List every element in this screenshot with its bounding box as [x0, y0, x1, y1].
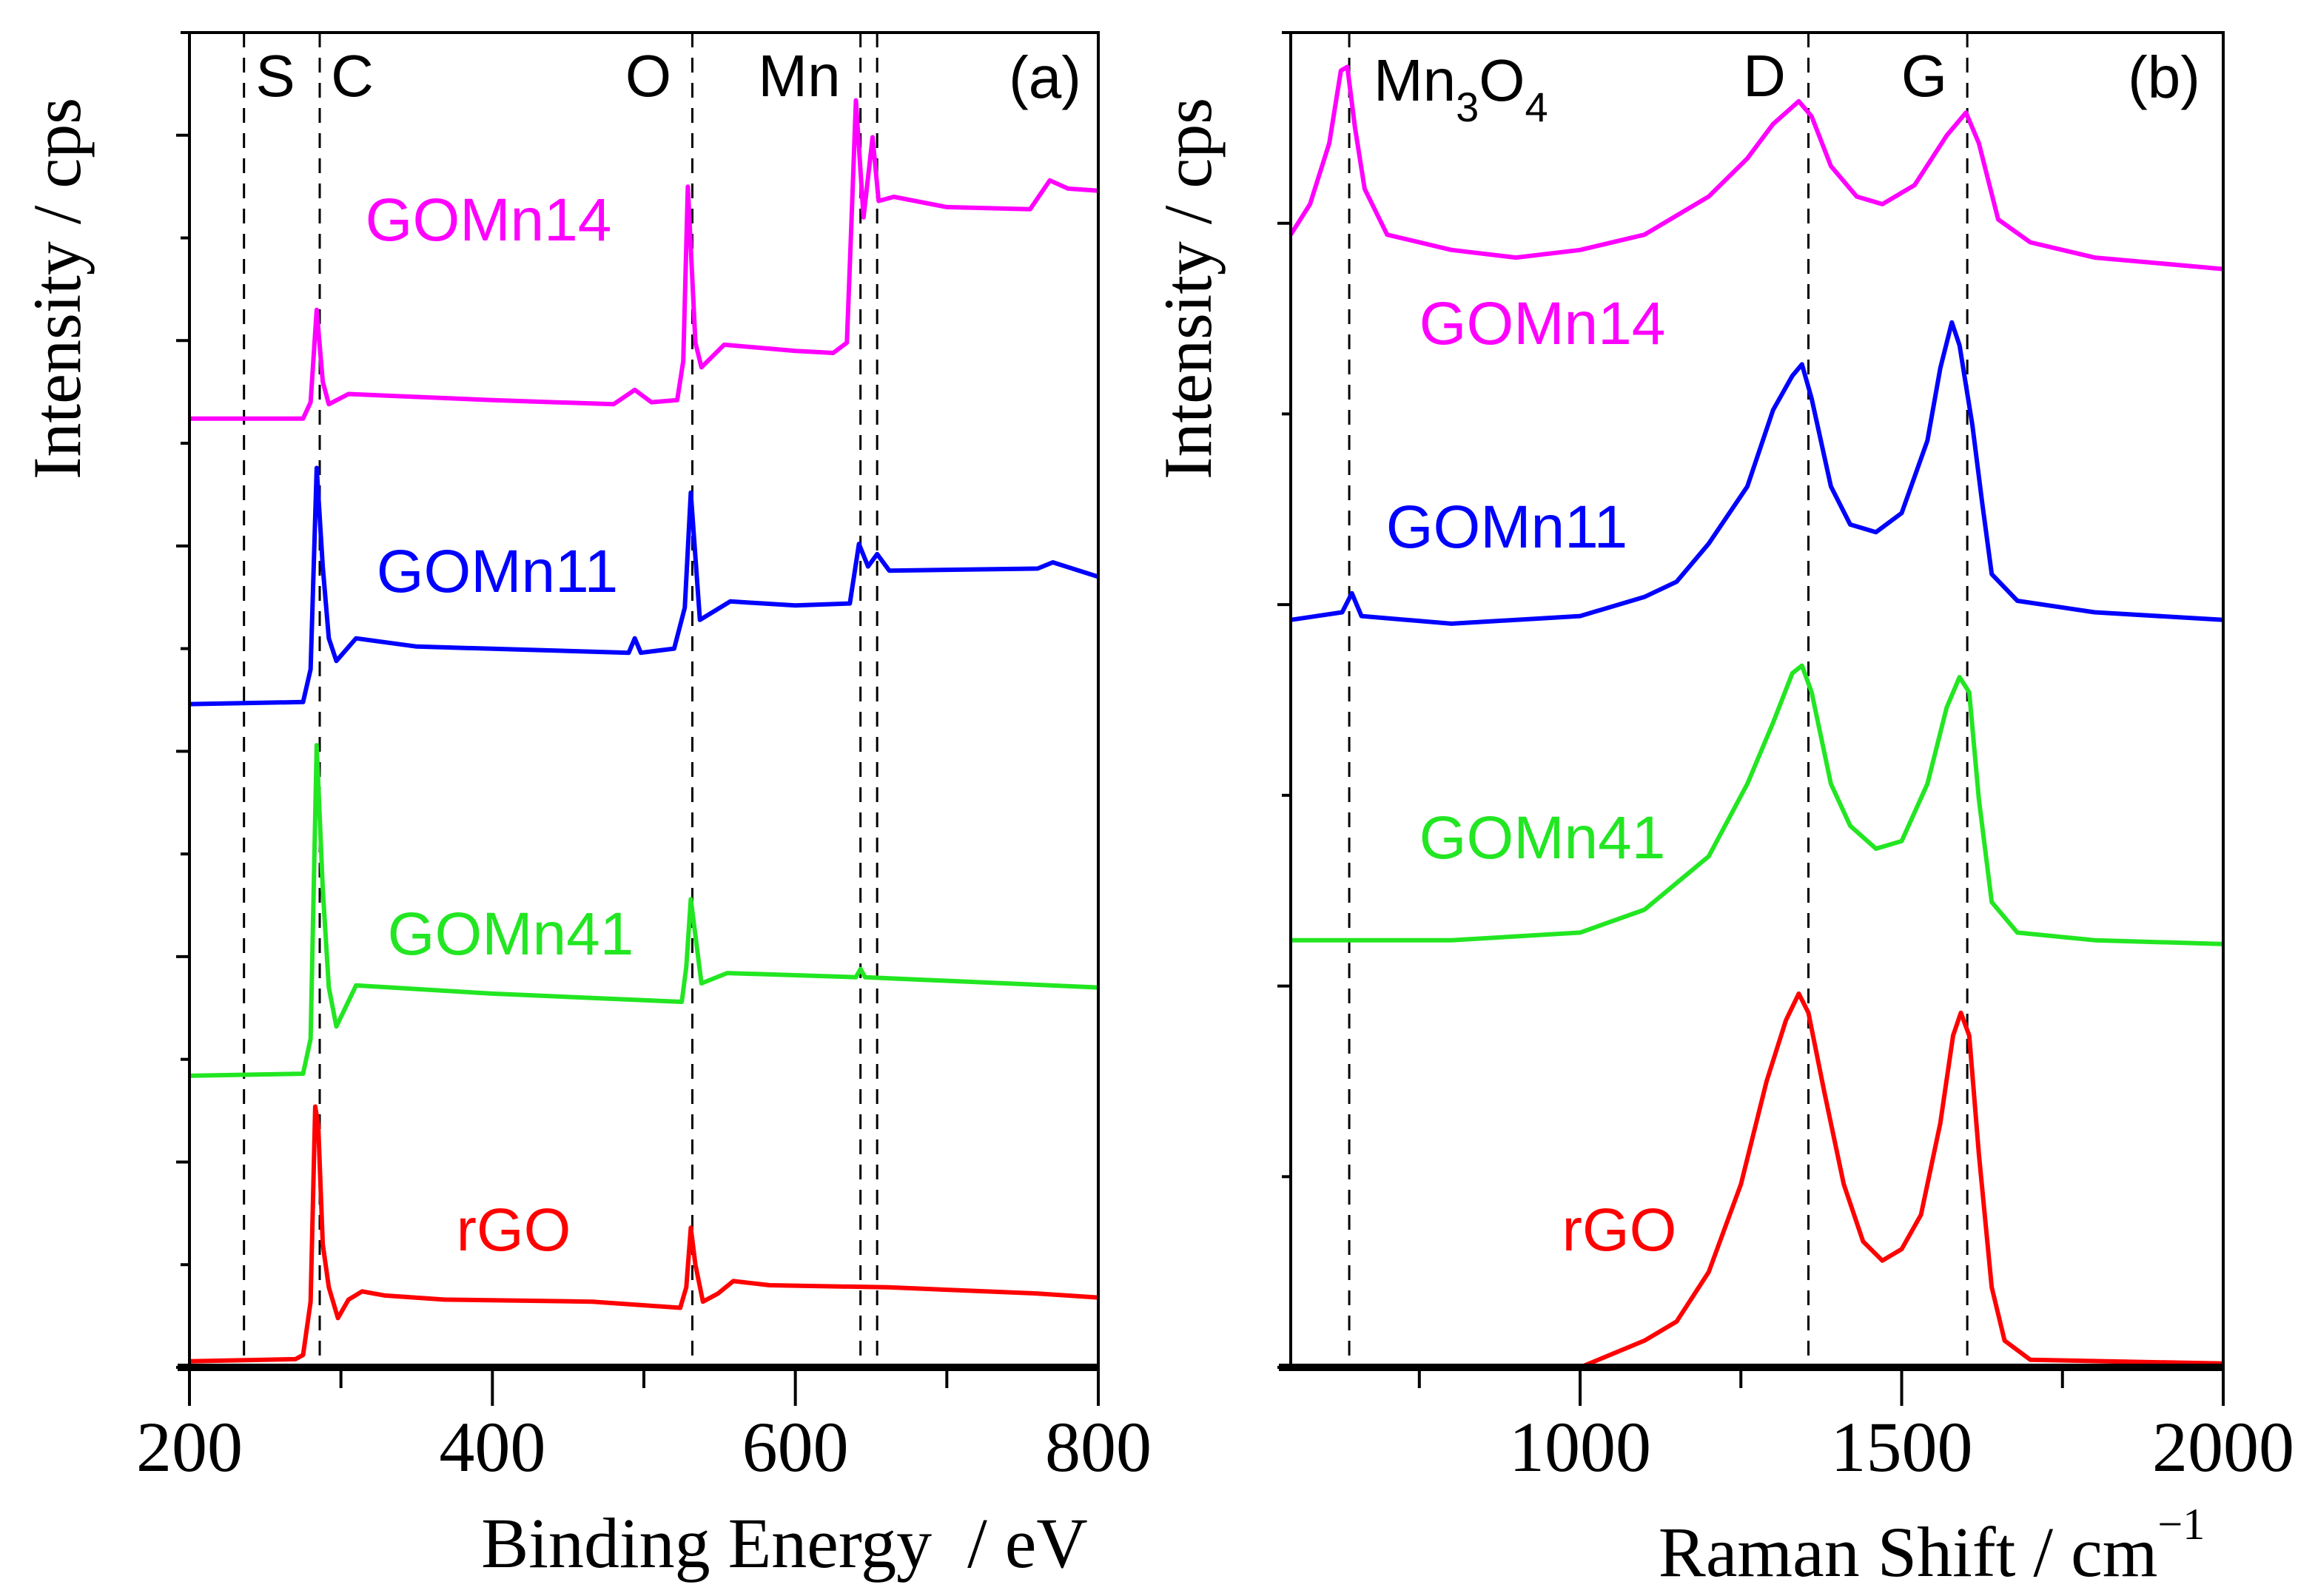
series-line-GOMn41 — [1291, 663, 2224, 946]
plot-frame — [188, 31, 1100, 1369]
x-axis-title-b-superscript: −1 — [2157, 1500, 2205, 1549]
series-label-GOMn41: GOMn41 — [388, 900, 634, 968]
series-line-rGO — [1579, 991, 2224, 1370]
peak-label-C: C — [331, 43, 374, 109]
series-line-GOMn41 — [189, 743, 1099, 1078]
series-label-rGO: rGO — [457, 1196, 571, 1264]
x-tick-label-400: 400 — [439, 1407, 545, 1486]
series-line-GOMn11 — [1290, 320, 2224, 626]
mn3o4-peak-label: Mn3O4 — [1374, 47, 1548, 130]
x-tick-label-1500: 1500 — [1831, 1407, 1973, 1486]
panel-a-xps: Intensity / cps Binding Energy / eV (a) … — [19, 31, 1152, 1583]
peak-label-G: G — [1901, 43, 1947, 109]
peak-label-D: D — [1743, 43, 1786, 109]
series-line-GOMn14 — [1288, 64, 2224, 272]
x-tick-label-600: 600 — [742, 1407, 849, 1486]
series-label-rGO: rGO — [1562, 1196, 1677, 1264]
series-line-GOMn11 — [189, 465, 1099, 707]
x-tick-label-800: 800 — [1045, 1407, 1152, 1486]
y-axis-title-a: Intensity / cps — [19, 98, 95, 479]
peak-label-O: O — [625, 43, 671, 109]
y-axis-title-b: Intensity / cps — [1150, 98, 1226, 479]
x-axis-title-b: Raman Shift / cm−1 — [1659, 1500, 2205, 1592]
series-line-rGO — [189, 1104, 1099, 1364]
x-axis-title-a: Binding Energy / eV — [481, 1504, 1087, 1583]
panel-label-b: (b) — [2128, 44, 2200, 110]
series-label-GOMn14: GOMn14 — [366, 186, 612, 254]
x-tick-label-2000: 2000 — [2152, 1407, 2294, 1486]
series-label-GOMn11: GOMn11 — [1386, 494, 1628, 561]
series-label-GOMn41: GOMn41 — [1419, 804, 1666, 872]
panel-label-a: (a) — [1009, 44, 1081, 110]
panel-b-raman: Intensity / cps Raman Shift / cm−1 (b) M… — [1150, 31, 2294, 1592]
peak-label-Mn: Mn — [758, 43, 840, 109]
series-line-GOMn14 — [189, 98, 1099, 421]
peak-label-S: S — [255, 43, 295, 109]
series-label-GOMn14: GOMn14 — [1419, 290, 1666, 357]
plot-frame — [1289, 31, 2225, 1369]
x-tick-label-200: 200 — [136, 1407, 243, 1486]
x-axis-title-b-main: Raman Shift / cm — [1659, 1512, 2158, 1592]
series-label-GOMn11: GOMn11 — [377, 538, 619, 605]
x-tick-label-1000: 1000 — [1509, 1407, 1651, 1486]
